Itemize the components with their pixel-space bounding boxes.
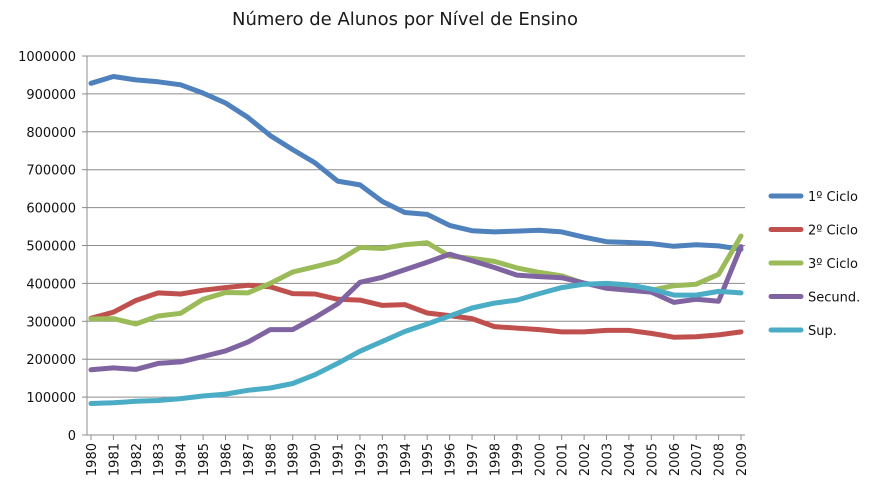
axes [82,55,745,440]
x-tick-label: 1981 [107,443,122,476]
x-tick-label: 2008 [713,443,728,476]
x-tick-label: 1994 [399,443,414,476]
x-tick-label: 2000 [533,443,548,476]
x-tick-label: 1998 [488,443,503,476]
y-tick-label: 500000 [26,240,76,255]
x-tick-label: 2006 [668,443,683,476]
y-tick-label: 0 [68,429,76,444]
x-tick-label: 1999 [511,443,526,476]
x-tick-label: 1995 [421,443,436,476]
y-tick-label: 100000 [26,391,76,406]
series-line-4 [88,280,744,406]
y-tick-label: 900000 [26,88,76,103]
y-tick-label: 400000 [26,277,76,292]
x-tick-label: 2004 [623,443,638,476]
x-tick-label: 1982 [130,443,145,476]
x-tick-label: 1980 [85,443,100,476]
x-tick-label: 1992 [354,443,369,476]
x-tick-label: 2002 [578,443,593,476]
y-tick-label: 200000 [26,353,76,368]
x-tick-label: 2009 [735,443,750,476]
series-line-1 [88,282,744,340]
y-tick-label: 300000 [26,315,76,330]
x-tick-label: 1990 [309,443,324,476]
y-tick-label: 600000 [26,202,76,217]
y-tick-label: 700000 [26,164,76,179]
series-line-3 [88,244,744,373]
series-line-0 [88,74,744,252]
x-tick-label: 1988 [264,443,279,476]
gridlines [87,55,745,398]
chart-title: Número de Alunos por Nível de Ensino [232,9,578,30]
x-tick-label: 1984 [175,443,190,476]
x-tick-label: 2003 [601,443,616,476]
x-axis-tick-labels: 1980 1981 1982 1983 1984 1985 1986 1987 1988 1989… [85,443,750,476]
legend-label: 3º Ciclo [808,257,858,272]
x-tick-label: 1986 [219,443,234,476]
x-tick-label: 1983 [152,443,167,476]
x-tick-label: 1997 [466,443,481,476]
y-tick-label: 1000000 [18,50,76,65]
x-tick-label: 1987 [242,443,257,476]
x-tick-label: 1991 [332,443,347,476]
x-tick-label: 1993 [376,443,391,476]
x-tick-label: 1985 [197,443,212,476]
series-lines [88,74,744,406]
y-axis-tick-labels: 0 100000 200000 300000 400000 500000 600000 700… [18,50,76,444]
legend: 1º Ciclo 2º Ciclo 3º Ciclo Secund. Sup. [768,190,860,339]
legend-label: Secund. [808,291,860,306]
legend-label: 2º Ciclo [808,224,858,239]
x-tick-label: 2007 [690,443,705,476]
legend-label: Sup. [808,324,837,339]
legend-label: 1º Ciclo [808,190,858,205]
x-tick-label: 2005 [645,443,660,476]
x-tick-label: 2001 [556,443,571,476]
x-tick-label: 1996 [444,443,459,476]
x-tick-label: 1989 [287,443,302,476]
y-tick-label: 800000 [26,126,76,141]
